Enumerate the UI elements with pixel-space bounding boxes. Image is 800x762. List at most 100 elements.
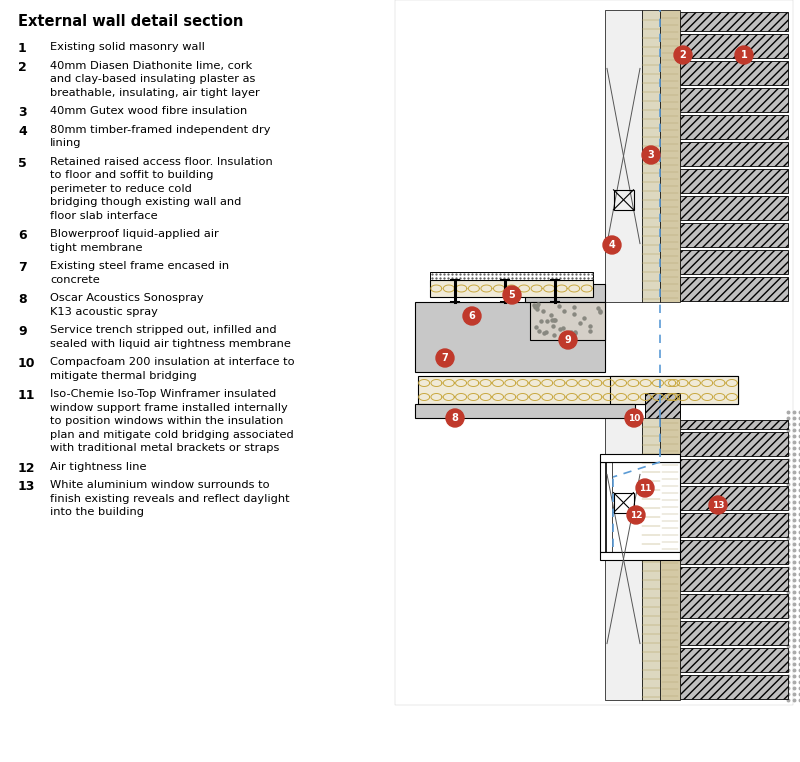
- Text: 40mm Diasen Diathonite lime, cork: 40mm Diasen Diathonite lime, cork: [50, 60, 252, 71]
- Bar: [680, 168, 788, 193]
- Bar: [645, 393, 680, 423]
- Circle shape: [735, 46, 753, 64]
- Text: 2: 2: [680, 50, 686, 60]
- Text: tight membrane: tight membrane: [50, 242, 142, 252]
- Text: Air tightness line: Air tightness line: [50, 462, 146, 472]
- Text: to floor and soffit to building: to floor and soffit to building: [50, 170, 214, 180]
- Circle shape: [642, 146, 660, 164]
- Circle shape: [625, 409, 643, 427]
- Bar: [614, 190, 634, 210]
- Bar: [614, 492, 634, 513]
- Bar: [680, 277, 788, 300]
- Bar: [680, 620, 788, 645]
- Bar: [418, 376, 738, 404]
- Text: Iso-Chemie Iso-Top Winframer insulated: Iso-Chemie Iso-Top Winframer insulated: [50, 389, 276, 399]
- Text: K13 acoustic spray: K13 acoustic spray: [50, 306, 158, 316]
- Text: White aluminium window surrounds to: White aluminium window surrounds to: [50, 480, 270, 490]
- Text: Compacfoam 200 insulation at interface to: Compacfoam 200 insulation at interface t…: [50, 357, 294, 367]
- Text: 12: 12: [18, 462, 35, 475]
- Bar: [680, 513, 788, 536]
- Text: bridging though existing wall and: bridging though existing wall and: [50, 197, 242, 207]
- Bar: [680, 674, 788, 699]
- Text: and clay-based insulating plaster as: and clay-based insulating plaster as: [50, 74, 255, 84]
- Bar: [660, 418, 680, 700]
- Bar: [600, 454, 680, 462]
- Bar: [680, 485, 788, 510]
- Bar: [680, 566, 788, 591]
- Bar: [680, 249, 788, 274]
- Circle shape: [559, 331, 577, 349]
- Text: 10: 10: [18, 357, 35, 370]
- Circle shape: [636, 479, 654, 497]
- Text: 8: 8: [451, 413, 458, 423]
- Circle shape: [709, 496, 727, 514]
- Circle shape: [436, 349, 454, 367]
- Text: 1: 1: [741, 50, 747, 60]
- Circle shape: [463, 307, 481, 325]
- Bar: [680, 11, 788, 30]
- Text: 6: 6: [469, 311, 475, 321]
- Text: 9: 9: [18, 325, 26, 338]
- Text: 4: 4: [18, 124, 26, 137]
- Bar: [680, 142, 788, 165]
- Text: finish existing reveals and reflect daylight: finish existing reveals and reflect dayl…: [50, 494, 290, 504]
- Bar: [605, 418, 642, 700]
- Text: to position windows within the insulation: to position windows within the insulatio…: [50, 416, 283, 426]
- Text: breathable, insulating, air tight layer: breathable, insulating, air tight layer: [50, 88, 260, 98]
- Text: Existing solid masonry wall: Existing solid masonry wall: [50, 42, 205, 52]
- Text: 11: 11: [638, 484, 651, 492]
- Text: 6: 6: [18, 229, 26, 242]
- Bar: [680, 594, 788, 617]
- Bar: [680, 114, 788, 139]
- Text: 10: 10: [628, 414, 640, 422]
- Text: concrete: concrete: [50, 274, 100, 284]
- Text: 8: 8: [18, 293, 26, 306]
- Bar: [600, 552, 680, 560]
- Bar: [680, 60, 788, 85]
- Bar: [680, 196, 788, 219]
- Text: with traditional metal brackets or straps: with traditional metal brackets or strap…: [50, 443, 279, 453]
- Bar: [430, 280, 593, 297]
- Bar: [430, 272, 593, 280]
- Text: 4: 4: [609, 240, 615, 250]
- Text: 13: 13: [18, 480, 35, 493]
- Bar: [525, 284, 605, 302]
- Bar: [600, 462, 680, 552]
- Text: 12: 12: [630, 511, 642, 520]
- Text: External wall detail section: External wall detail section: [18, 14, 243, 29]
- Text: lining: lining: [50, 138, 82, 148]
- Bar: [610, 376, 738, 404]
- Text: Retained raised access floor. Insulation: Retained raised access floor. Insulation: [50, 156, 273, 167]
- Text: into the building: into the building: [50, 507, 144, 517]
- Text: 7: 7: [18, 261, 26, 274]
- Bar: [680, 539, 788, 564]
- Bar: [680, 223, 788, 246]
- Circle shape: [503, 286, 521, 304]
- Circle shape: [627, 506, 645, 524]
- Text: 3: 3: [648, 150, 654, 160]
- Text: plan and mitigate cold bridging associated: plan and mitigate cold bridging associat…: [50, 430, 294, 440]
- Text: mitigate thermal bridging: mitigate thermal bridging: [50, 370, 197, 380]
- Text: 11: 11: [18, 389, 35, 402]
- Bar: [395, 0, 793, 705]
- Circle shape: [674, 46, 692, 64]
- Bar: [605, 10, 642, 302]
- Text: 3: 3: [18, 106, 26, 119]
- Text: Blowerproof liquid-applied air: Blowerproof liquid-applied air: [50, 229, 218, 239]
- Text: window support frame installed internally: window support frame installed internall…: [50, 402, 288, 412]
- Bar: [680, 431, 788, 456]
- Text: 9: 9: [565, 335, 571, 345]
- Text: 7: 7: [442, 353, 448, 363]
- Circle shape: [446, 409, 464, 427]
- Text: 5: 5: [509, 290, 515, 300]
- Text: 2: 2: [18, 60, 26, 73]
- Bar: [530, 302, 605, 340]
- Bar: [680, 648, 788, 671]
- Text: 1: 1: [18, 42, 26, 55]
- Bar: [680, 34, 788, 57]
- Bar: [415, 302, 605, 372]
- Text: Service trench stripped out, infilled and: Service trench stripped out, infilled an…: [50, 325, 277, 335]
- Bar: [642, 418, 660, 700]
- Text: floor slab interface: floor slab interface: [50, 210, 158, 220]
- Bar: [415, 404, 635, 418]
